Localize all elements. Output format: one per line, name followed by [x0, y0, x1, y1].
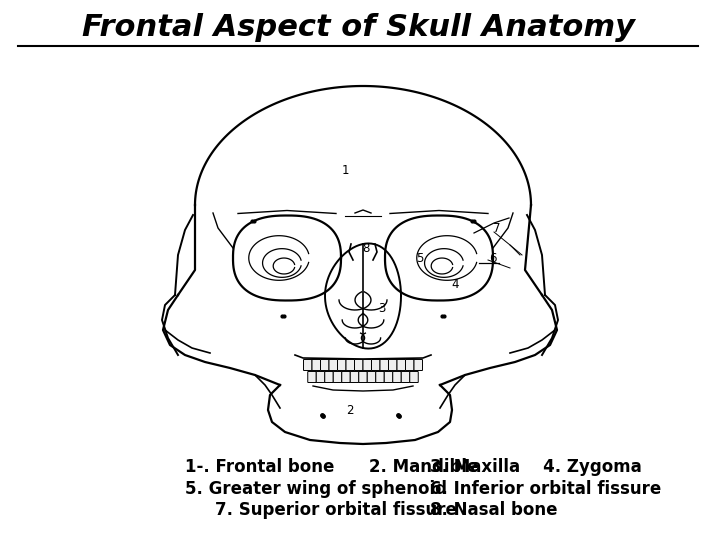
FancyBboxPatch shape [389, 360, 397, 370]
FancyBboxPatch shape [346, 360, 354, 370]
FancyBboxPatch shape [414, 360, 423, 370]
FancyBboxPatch shape [372, 360, 380, 370]
FancyBboxPatch shape [304, 360, 312, 370]
Text: Frontal Aspect of Skull Anatomy: Frontal Aspect of Skull Anatomy [81, 14, 634, 43]
FancyBboxPatch shape [342, 372, 350, 382]
FancyBboxPatch shape [354, 360, 363, 370]
FancyBboxPatch shape [397, 360, 405, 370]
Text: 5. Greater wing of sphenoid: 5. Greater wing of sphenoid [185, 480, 447, 498]
FancyBboxPatch shape [380, 360, 389, 370]
Text: 7. Superior orbital fissure: 7. Superior orbital fissure [215, 501, 457, 519]
Text: 2: 2 [346, 403, 354, 416]
FancyBboxPatch shape [392, 372, 401, 382]
Text: 8. Nasal bone: 8. Nasal bone [430, 501, 557, 519]
Text: 3: 3 [378, 301, 386, 314]
FancyBboxPatch shape [367, 372, 376, 382]
FancyBboxPatch shape [329, 360, 338, 370]
Text: 6: 6 [490, 252, 497, 265]
FancyBboxPatch shape [333, 372, 342, 382]
Text: 4: 4 [451, 279, 459, 292]
FancyBboxPatch shape [363, 360, 372, 370]
FancyBboxPatch shape [359, 372, 367, 382]
FancyBboxPatch shape [376, 372, 384, 382]
Text: 8: 8 [362, 241, 369, 254]
FancyBboxPatch shape [401, 372, 410, 382]
Text: 1-. Frontal bone      2. Mandible: 1-. Frontal bone 2. Mandible [185, 458, 478, 476]
FancyBboxPatch shape [410, 372, 418, 382]
FancyBboxPatch shape [384, 372, 392, 382]
FancyBboxPatch shape [338, 360, 346, 370]
FancyBboxPatch shape [312, 360, 320, 370]
Text: 3. Maxilla    4. Zygoma: 3. Maxilla 4. Zygoma [430, 458, 642, 476]
Text: 6. Inferior orbital fissure: 6. Inferior orbital fissure [430, 480, 661, 498]
FancyBboxPatch shape [320, 360, 329, 370]
FancyBboxPatch shape [325, 372, 333, 382]
Text: 5: 5 [416, 252, 423, 265]
FancyBboxPatch shape [307, 372, 316, 382]
FancyBboxPatch shape [316, 372, 325, 382]
Text: 1: 1 [341, 164, 348, 177]
Text: 7: 7 [493, 221, 500, 234]
FancyBboxPatch shape [350, 372, 359, 382]
FancyBboxPatch shape [405, 360, 414, 370]
